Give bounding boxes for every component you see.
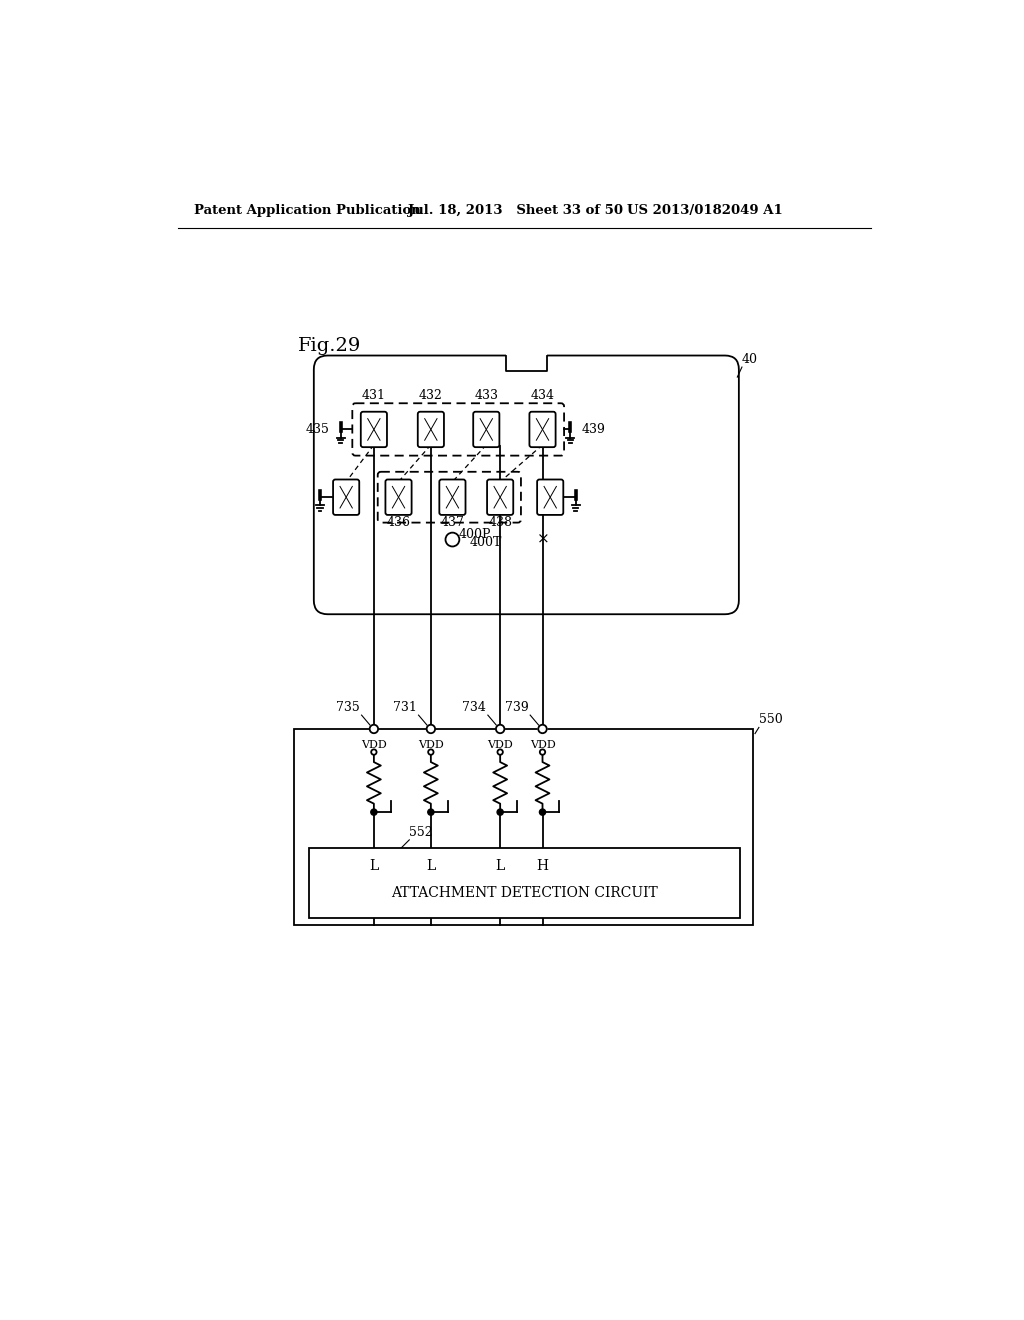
Text: Jul. 18, 2013   Sheet 33 of 50: Jul. 18, 2013 Sheet 33 of 50 [408, 205, 623, 218]
Text: VDD: VDD [418, 739, 443, 750]
FancyBboxPatch shape [418, 412, 444, 447]
FancyBboxPatch shape [529, 412, 556, 447]
Text: 731: 731 [393, 701, 417, 714]
Circle shape [428, 809, 434, 816]
Text: US 2013/0182049 A1: US 2013/0182049 A1 [628, 205, 783, 218]
Text: Fig.29: Fig.29 [298, 337, 361, 355]
Text: H: H [537, 859, 549, 873]
FancyBboxPatch shape [385, 479, 412, 515]
Text: 432: 432 [419, 388, 442, 401]
Text: 739: 739 [505, 701, 528, 714]
FancyBboxPatch shape [333, 479, 359, 515]
FancyBboxPatch shape [473, 412, 500, 447]
Text: 436: 436 [386, 516, 411, 529]
Text: 434: 434 [530, 388, 555, 401]
Text: 437: 437 [440, 516, 464, 529]
Circle shape [539, 725, 547, 733]
Text: 734: 734 [463, 701, 486, 714]
Text: 435: 435 [305, 422, 330, 436]
Text: 433: 433 [474, 388, 499, 401]
FancyBboxPatch shape [538, 479, 563, 515]
Circle shape [371, 809, 377, 816]
Text: 550: 550 [759, 713, 782, 726]
Circle shape [496, 725, 505, 733]
Text: 552: 552 [410, 826, 433, 840]
Circle shape [427, 725, 435, 733]
FancyBboxPatch shape [487, 479, 513, 515]
Text: ×: × [537, 532, 550, 546]
Circle shape [540, 809, 546, 816]
Text: L: L [370, 859, 379, 873]
FancyBboxPatch shape [360, 412, 387, 447]
Text: 431: 431 [361, 388, 386, 401]
Text: L: L [426, 859, 435, 873]
Bar [294, 729, 753, 925]
Text: VDD: VDD [361, 739, 387, 750]
Text: 439: 439 [582, 422, 605, 436]
Text: 735: 735 [336, 701, 360, 714]
Circle shape [497, 809, 503, 816]
Text: 40: 40 [742, 354, 758, 367]
FancyBboxPatch shape [439, 479, 466, 515]
Bar [309, 849, 740, 917]
Text: VDD: VDD [529, 739, 555, 750]
Text: 400P: 400P [459, 528, 492, 541]
Circle shape [370, 725, 378, 733]
Text: VDD: VDD [487, 739, 513, 750]
Text: 400T: 400T [469, 536, 502, 549]
Text: Patent Application Publication: Patent Application Publication [194, 205, 421, 218]
Text: ATTACHMENT DETECTION CIRCUIT: ATTACHMENT DETECTION CIRCUIT [391, 886, 658, 900]
Text: 438: 438 [488, 516, 512, 529]
Text: L: L [496, 859, 505, 873]
Bar [506, 352, 547, 372]
